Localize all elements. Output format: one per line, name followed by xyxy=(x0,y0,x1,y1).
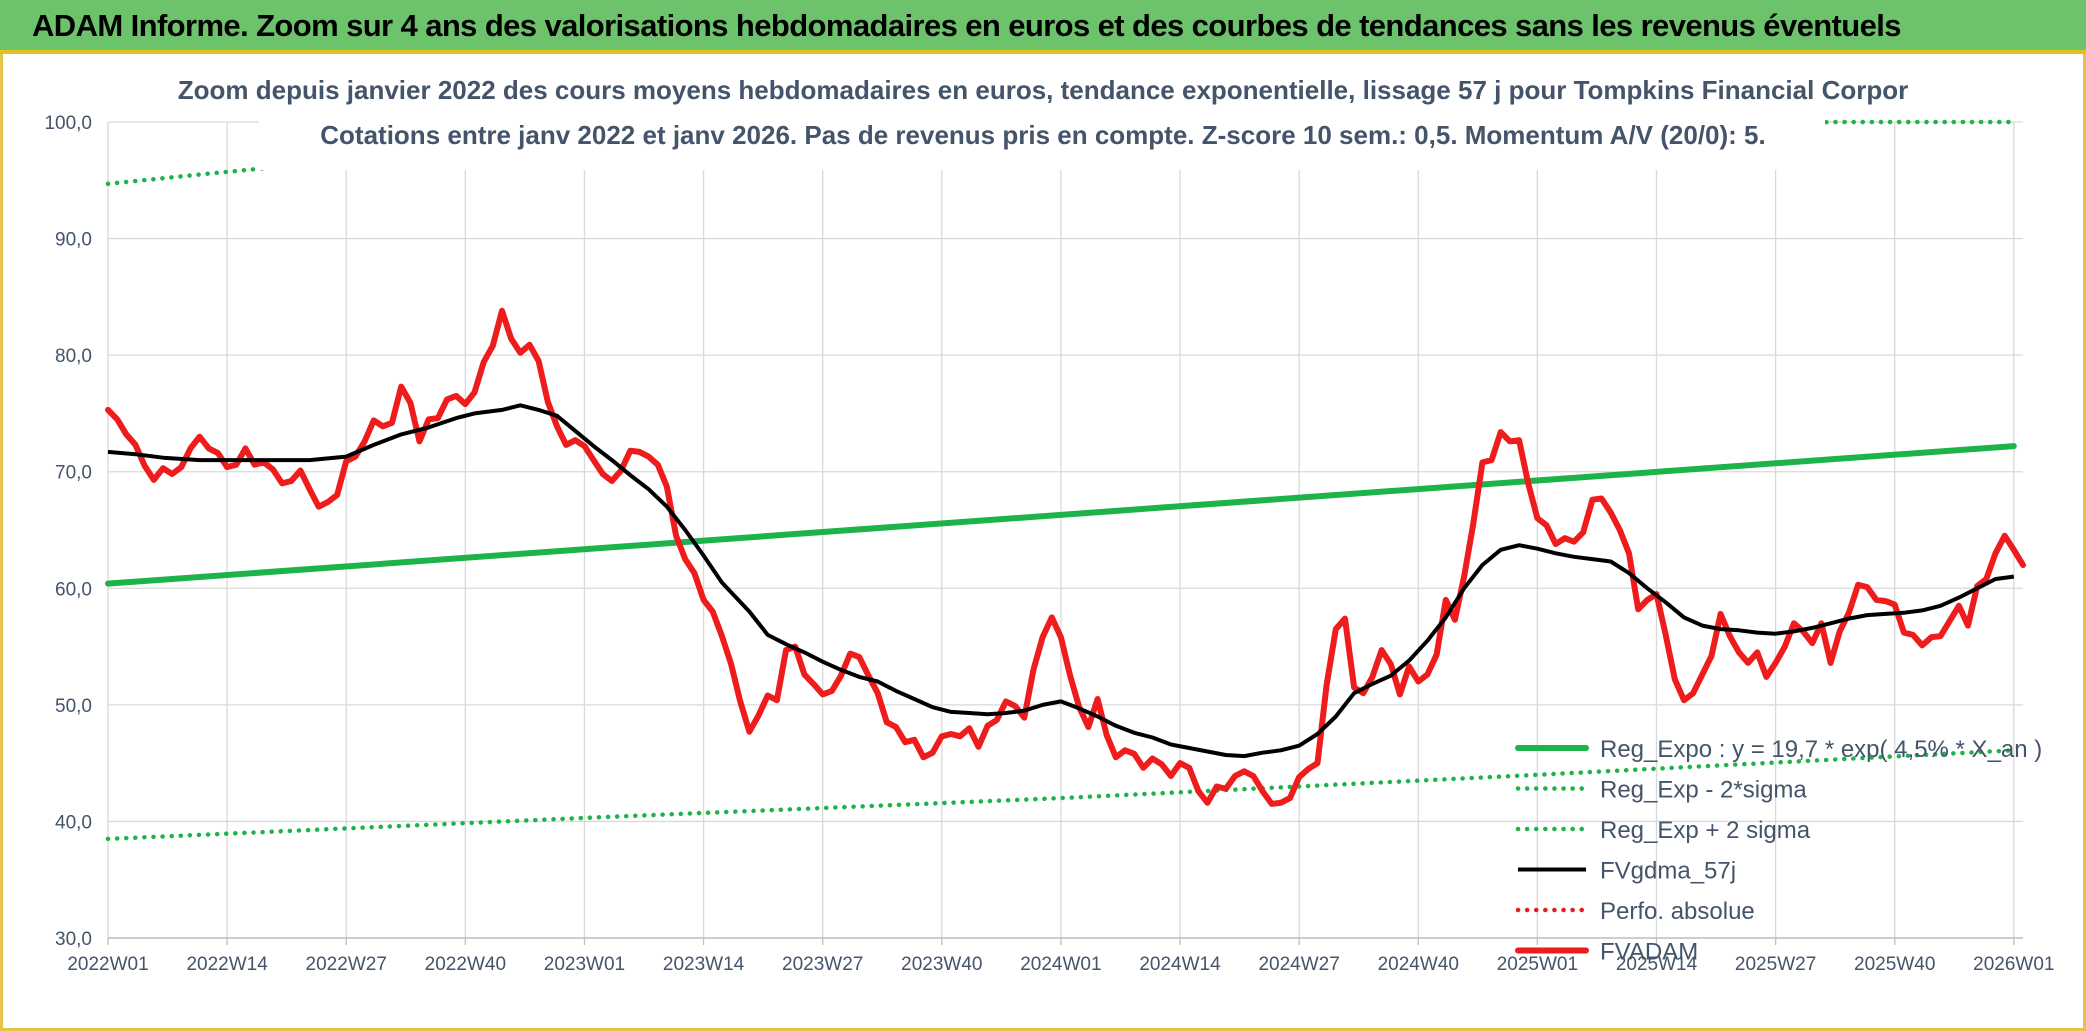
chart-title-line-1: Zoom depuis janvier 2022 des cours moyen… xyxy=(178,75,1908,105)
x-tick-label: 2022W40 xyxy=(425,954,506,975)
y-tick-label: 90,0 xyxy=(55,230,92,251)
series-line-1 xyxy=(105,748,2017,842)
y-tick-label: 100,0 xyxy=(44,113,92,134)
y-tick-label: 70,0 xyxy=(55,463,92,484)
y-tick-label: 50,0 xyxy=(55,696,92,717)
y-tick-label: 30,0 xyxy=(55,929,92,950)
title-background xyxy=(259,60,1825,170)
x-tick-label: 2025W27 xyxy=(1735,954,1816,975)
legend-label: Reg_Expo : y = 19,7 * exp( 4,5% * X_an ) xyxy=(1600,736,2042,763)
series-layer xyxy=(105,119,2026,842)
x-tick-label: 2024W14 xyxy=(1139,954,1221,975)
y-tick-label: 40,0 xyxy=(55,812,92,833)
x-tick-label: 2022W14 xyxy=(186,954,268,975)
series-line-3 xyxy=(107,403,2015,759)
x-tick-label: 2023W01 xyxy=(544,954,625,975)
x-tick-label: 2022W27 xyxy=(306,954,387,975)
chart-frame: 30,0 40,0 50,0 60,0 70,0 80,0 90,0 100,0 2022W01… xyxy=(0,54,2086,1031)
x-tick-label: 2023W27 xyxy=(782,954,863,975)
legend-label: Reg_Exp + 2 sigma xyxy=(1600,817,1811,844)
x-tick-label: 2025W14 xyxy=(1616,954,1698,975)
x-tick-label: 2024W40 xyxy=(1378,954,1459,975)
x-tick-label: 2024W01 xyxy=(1020,954,1101,975)
legend-label: Perfo. absolue xyxy=(1600,898,1755,925)
x-tick-label: 2024W27 xyxy=(1258,954,1339,975)
x-tick-label: 2025W40 xyxy=(1854,954,1935,975)
legend-label: FVADAM xyxy=(1600,939,1698,966)
axes: 30,0 40,0 50,0 60,0 70,0 80,0 90,0 100,0 2022W01… xyxy=(44,113,2054,975)
x-tick-label: 2023W40 xyxy=(901,954,982,975)
x-tick-label: 2023W14 xyxy=(663,954,745,975)
x-tick-label: 2025W01 xyxy=(1497,954,1578,975)
y-tick-label: 60,0 xyxy=(55,579,92,600)
chart-title-line-2: Cotations entre janv 2022 et janv 2026. … xyxy=(320,120,1765,150)
legend-label: FVgdma_57j xyxy=(1600,858,1736,885)
x-tick-label: 2022W01 xyxy=(67,954,148,975)
legend-label: Reg_Exp - 2*sigma xyxy=(1600,777,1807,804)
line-chart: 30,0 40,0 50,0 60,0 70,0 80,0 90,0 100,0 2022W01… xyxy=(44,60,2055,975)
series-line-0 xyxy=(105,443,2017,587)
report-title: ADAM Informe. Zoom sur 4 ans des valoris… xyxy=(32,8,1902,43)
series-line-5 xyxy=(105,307,2026,807)
series-line-2 xyxy=(105,119,2017,187)
gridlines xyxy=(107,121,2023,939)
legend: Reg_Expo : y = 19,7 * exp( 4,5% * X_an )… xyxy=(1515,736,2042,966)
y-tick-label: 80,0 xyxy=(55,346,92,367)
report-banner: ADAM Informe. Zoom sur 4 ans des valoris… xyxy=(0,0,2086,54)
x-tick-label: 2026W01 xyxy=(1973,954,2054,975)
